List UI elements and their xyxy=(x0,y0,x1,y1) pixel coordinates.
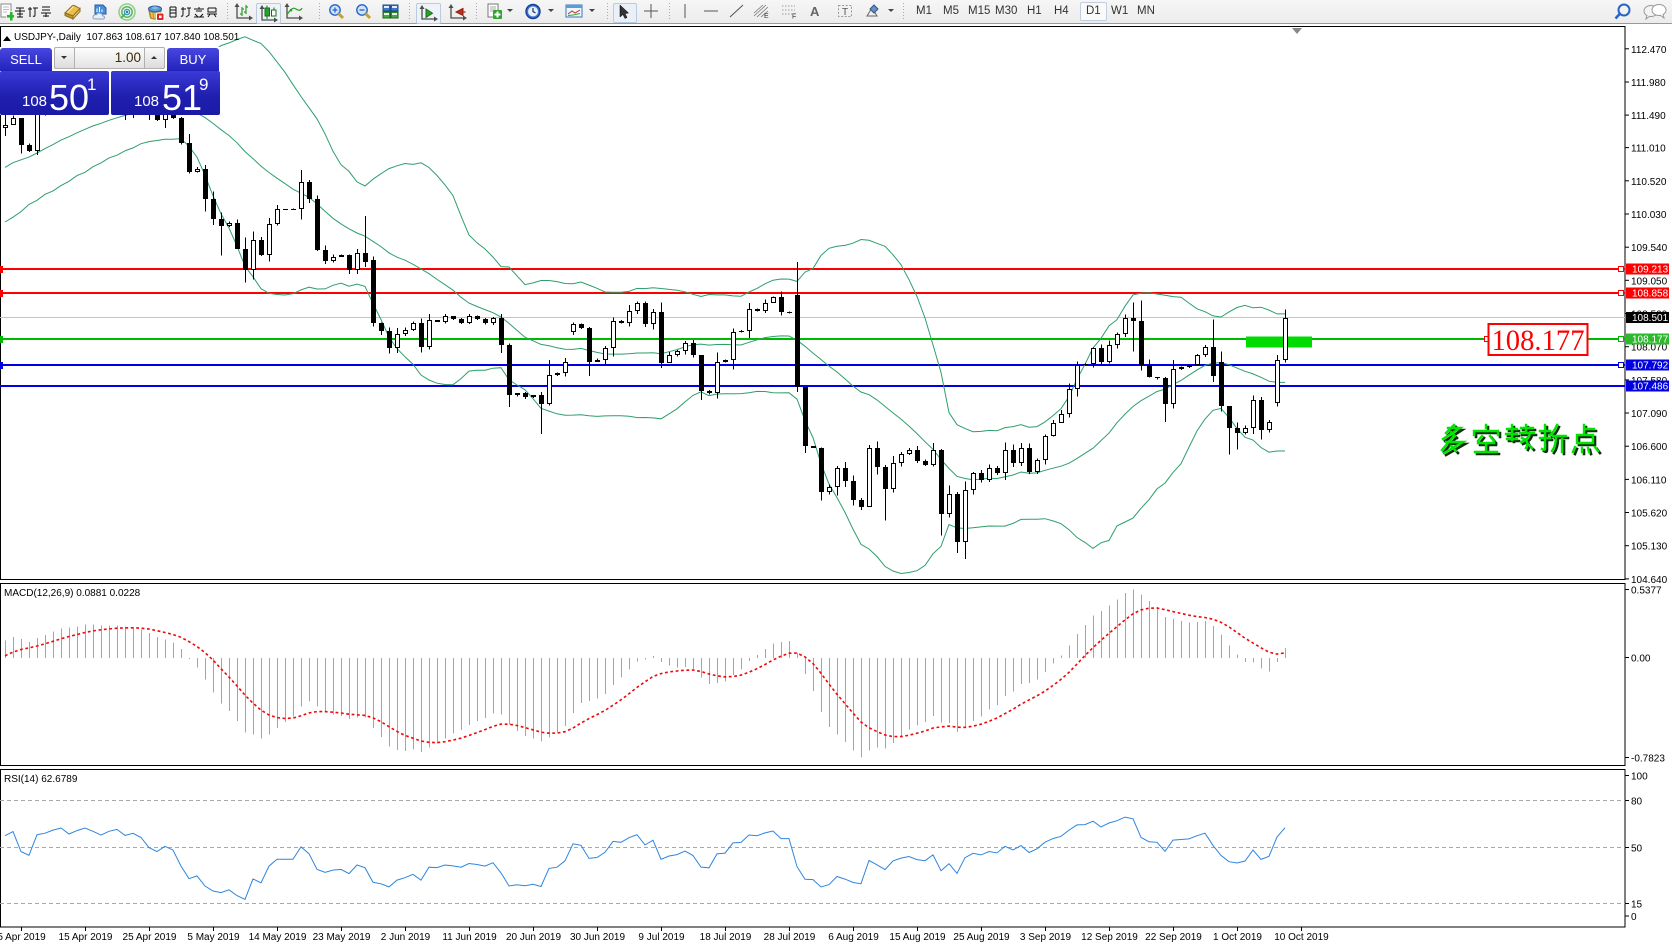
svg-text:11 Jun 2019: 11 Jun 2019 xyxy=(442,932,497,943)
svg-text:110.520: 110.520 xyxy=(1631,177,1667,188)
svg-text:106.110: 106.110 xyxy=(1631,475,1667,486)
svg-text:22 Sep 2019: 22 Sep 2019 xyxy=(1145,932,1202,943)
svg-text:111.010: 111.010 xyxy=(1631,144,1666,155)
svg-text:109.213: 109.213 xyxy=(1632,265,1669,276)
svg-text:F: F xyxy=(792,14,796,21)
svg-text:2 Jun 2019: 2 Jun 2019 xyxy=(381,932,431,943)
svg-text:105.620: 105.620 xyxy=(1631,509,1668,520)
svg-text:3 Sep 2019: 3 Sep 2019 xyxy=(1020,932,1072,943)
svg-text:10 Oct 2019: 10 Oct 2019 xyxy=(1274,932,1329,943)
svg-text:104.640: 104.640 xyxy=(1631,575,1668,586)
svg-text:E: E xyxy=(764,13,769,20)
svg-text:107.792: 107.792 xyxy=(1632,361,1669,372)
svg-text:108.501: 108.501 xyxy=(1632,313,1669,324)
svg-text:25 Apr 2019: 25 Apr 2019 xyxy=(123,932,177,943)
svg-text:1 Oct 2019: 1 Oct 2019 xyxy=(1213,932,1262,943)
svg-text:28 Jul 2019: 28 Jul 2019 xyxy=(764,932,816,943)
svg-text:15: 15 xyxy=(1631,900,1643,911)
svg-text:110.030: 110.030 xyxy=(1631,210,1667,221)
svg-text:14 May 2019: 14 May 2019 xyxy=(249,932,307,943)
svg-text:5 May 2019: 5 May 2019 xyxy=(187,932,240,943)
svg-text:15 Aug 2019: 15 Aug 2019 xyxy=(889,932,946,943)
svg-text:107.090: 107.090 xyxy=(1631,409,1668,420)
svg-text:108.177: 108.177 xyxy=(1632,335,1669,346)
svg-text:RSI(14) 62.6789: RSI(14) 62.6789 xyxy=(4,774,78,785)
svg-text:0.00: 0.00 xyxy=(1631,654,1651,665)
svg-text:111.490: 111.490 xyxy=(1631,111,1666,122)
svg-text:111.980: 111.980 xyxy=(1631,78,1666,89)
svg-text:6 Aug 2019: 6 Aug 2019 xyxy=(828,932,879,943)
svg-text:108.070: 108.070 xyxy=(1631,343,1668,354)
svg-text:9 Jul 2019: 9 Jul 2019 xyxy=(638,932,685,943)
svg-text:30 Jun 2019: 30 Jun 2019 xyxy=(570,932,625,943)
svg-text:0.5377: 0.5377 xyxy=(1631,586,1662,597)
svg-text:MACD(12,26,9) 0.0881 0.0228: MACD(12,26,9) 0.0881 0.0228 xyxy=(4,588,141,599)
svg-text:100: 100 xyxy=(1631,772,1648,783)
svg-text:106.600: 106.600 xyxy=(1631,442,1668,453)
svg-text:18 Jul 2019: 18 Jul 2019 xyxy=(700,932,752,943)
svg-text:80: 80 xyxy=(1631,797,1643,808)
svg-text:15 Apr 2019: 15 Apr 2019 xyxy=(59,932,113,943)
svg-text:105.130: 105.130 xyxy=(1631,542,1668,553)
svg-text:5 Apr 2019: 5 Apr 2019 xyxy=(0,932,46,943)
svg-text:12 Sep 2019: 12 Sep 2019 xyxy=(1081,932,1138,943)
svg-text:0: 0 xyxy=(1631,912,1637,923)
svg-text:112.470: 112.470 xyxy=(1631,45,1667,56)
svg-text:109.540: 109.540 xyxy=(1631,243,1668,254)
svg-text:108.177: 108.177 xyxy=(1492,324,1585,357)
svg-text:20 Jun 2019: 20 Jun 2019 xyxy=(506,932,561,943)
svg-text:-0.7823: -0.7823 xyxy=(1631,754,1665,765)
svg-text:108.858: 108.858 xyxy=(1632,289,1669,300)
svg-text:25 Aug 2019: 25 Aug 2019 xyxy=(953,932,1010,943)
svg-text:T: T xyxy=(842,7,848,18)
svg-text:107.486: 107.486 xyxy=(1632,382,1669,393)
svg-text:23 May 2019: 23 May 2019 xyxy=(313,932,371,943)
svg-text:50: 50 xyxy=(1631,844,1643,855)
svg-text:109.050: 109.050 xyxy=(1631,276,1668,287)
